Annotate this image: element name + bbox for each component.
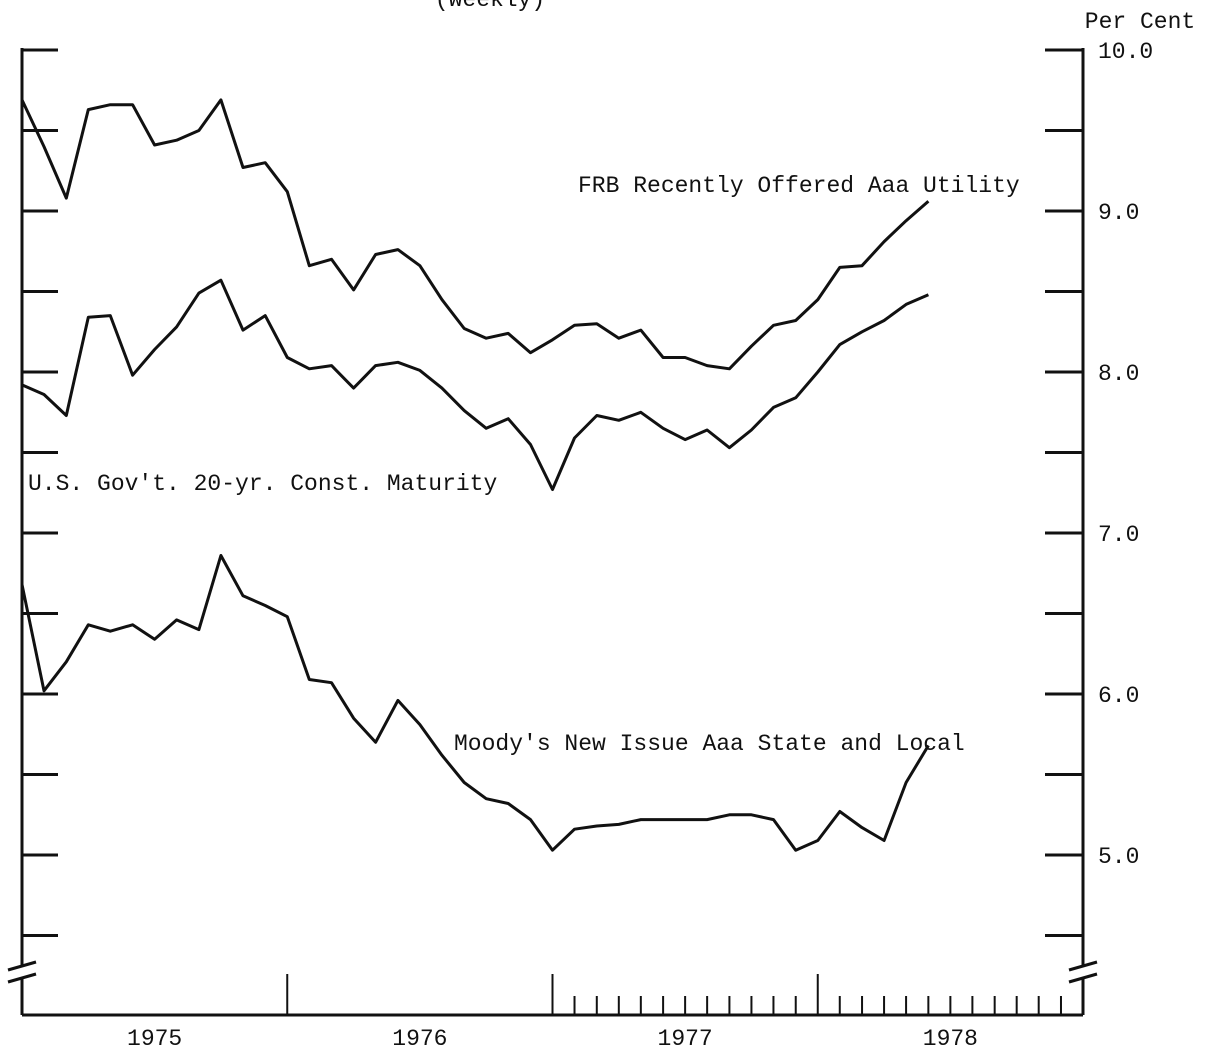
x-tick-label: 1975 — [127, 1026, 182, 1052]
series-line — [21, 278, 929, 491]
y-tick-label: 7.0 — [1098, 522, 1139, 548]
series-line — [20, 98, 930, 371]
y-axis-label: Per Cent — [1085, 9, 1195, 35]
axis-break — [7, 960, 37, 972]
x-tick-label: 1978 — [923, 1026, 978, 1052]
series-label: Moody's New Issue Aaa State and Local — [454, 731, 965, 757]
axis-break — [1068, 960, 1098, 972]
y-tick-label: 10.0 — [1098, 39, 1153, 65]
axis-break — [7, 972, 37, 984]
y-tick-label: 5.0 — [1098, 844, 1139, 870]
y-tick-label: 6.0 — [1098, 683, 1139, 709]
x-tick-label: 1977 — [658, 1026, 713, 1052]
chart-subtitle: (weekly) — [435, 0, 545, 13]
x-tick-label: 1976 — [392, 1026, 447, 1052]
series-label: FRB Recently Offered Aaa Utility — [578, 173, 1020, 199]
y-tick-label: 8.0 — [1098, 361, 1139, 387]
y-tick-label: 9.0 — [1098, 200, 1139, 226]
axis-break — [1068, 972, 1098, 984]
series-line — [20, 554, 930, 852]
series-label: U.S. Gov't. 20-yr. Const. Maturity — [28, 471, 497, 497]
